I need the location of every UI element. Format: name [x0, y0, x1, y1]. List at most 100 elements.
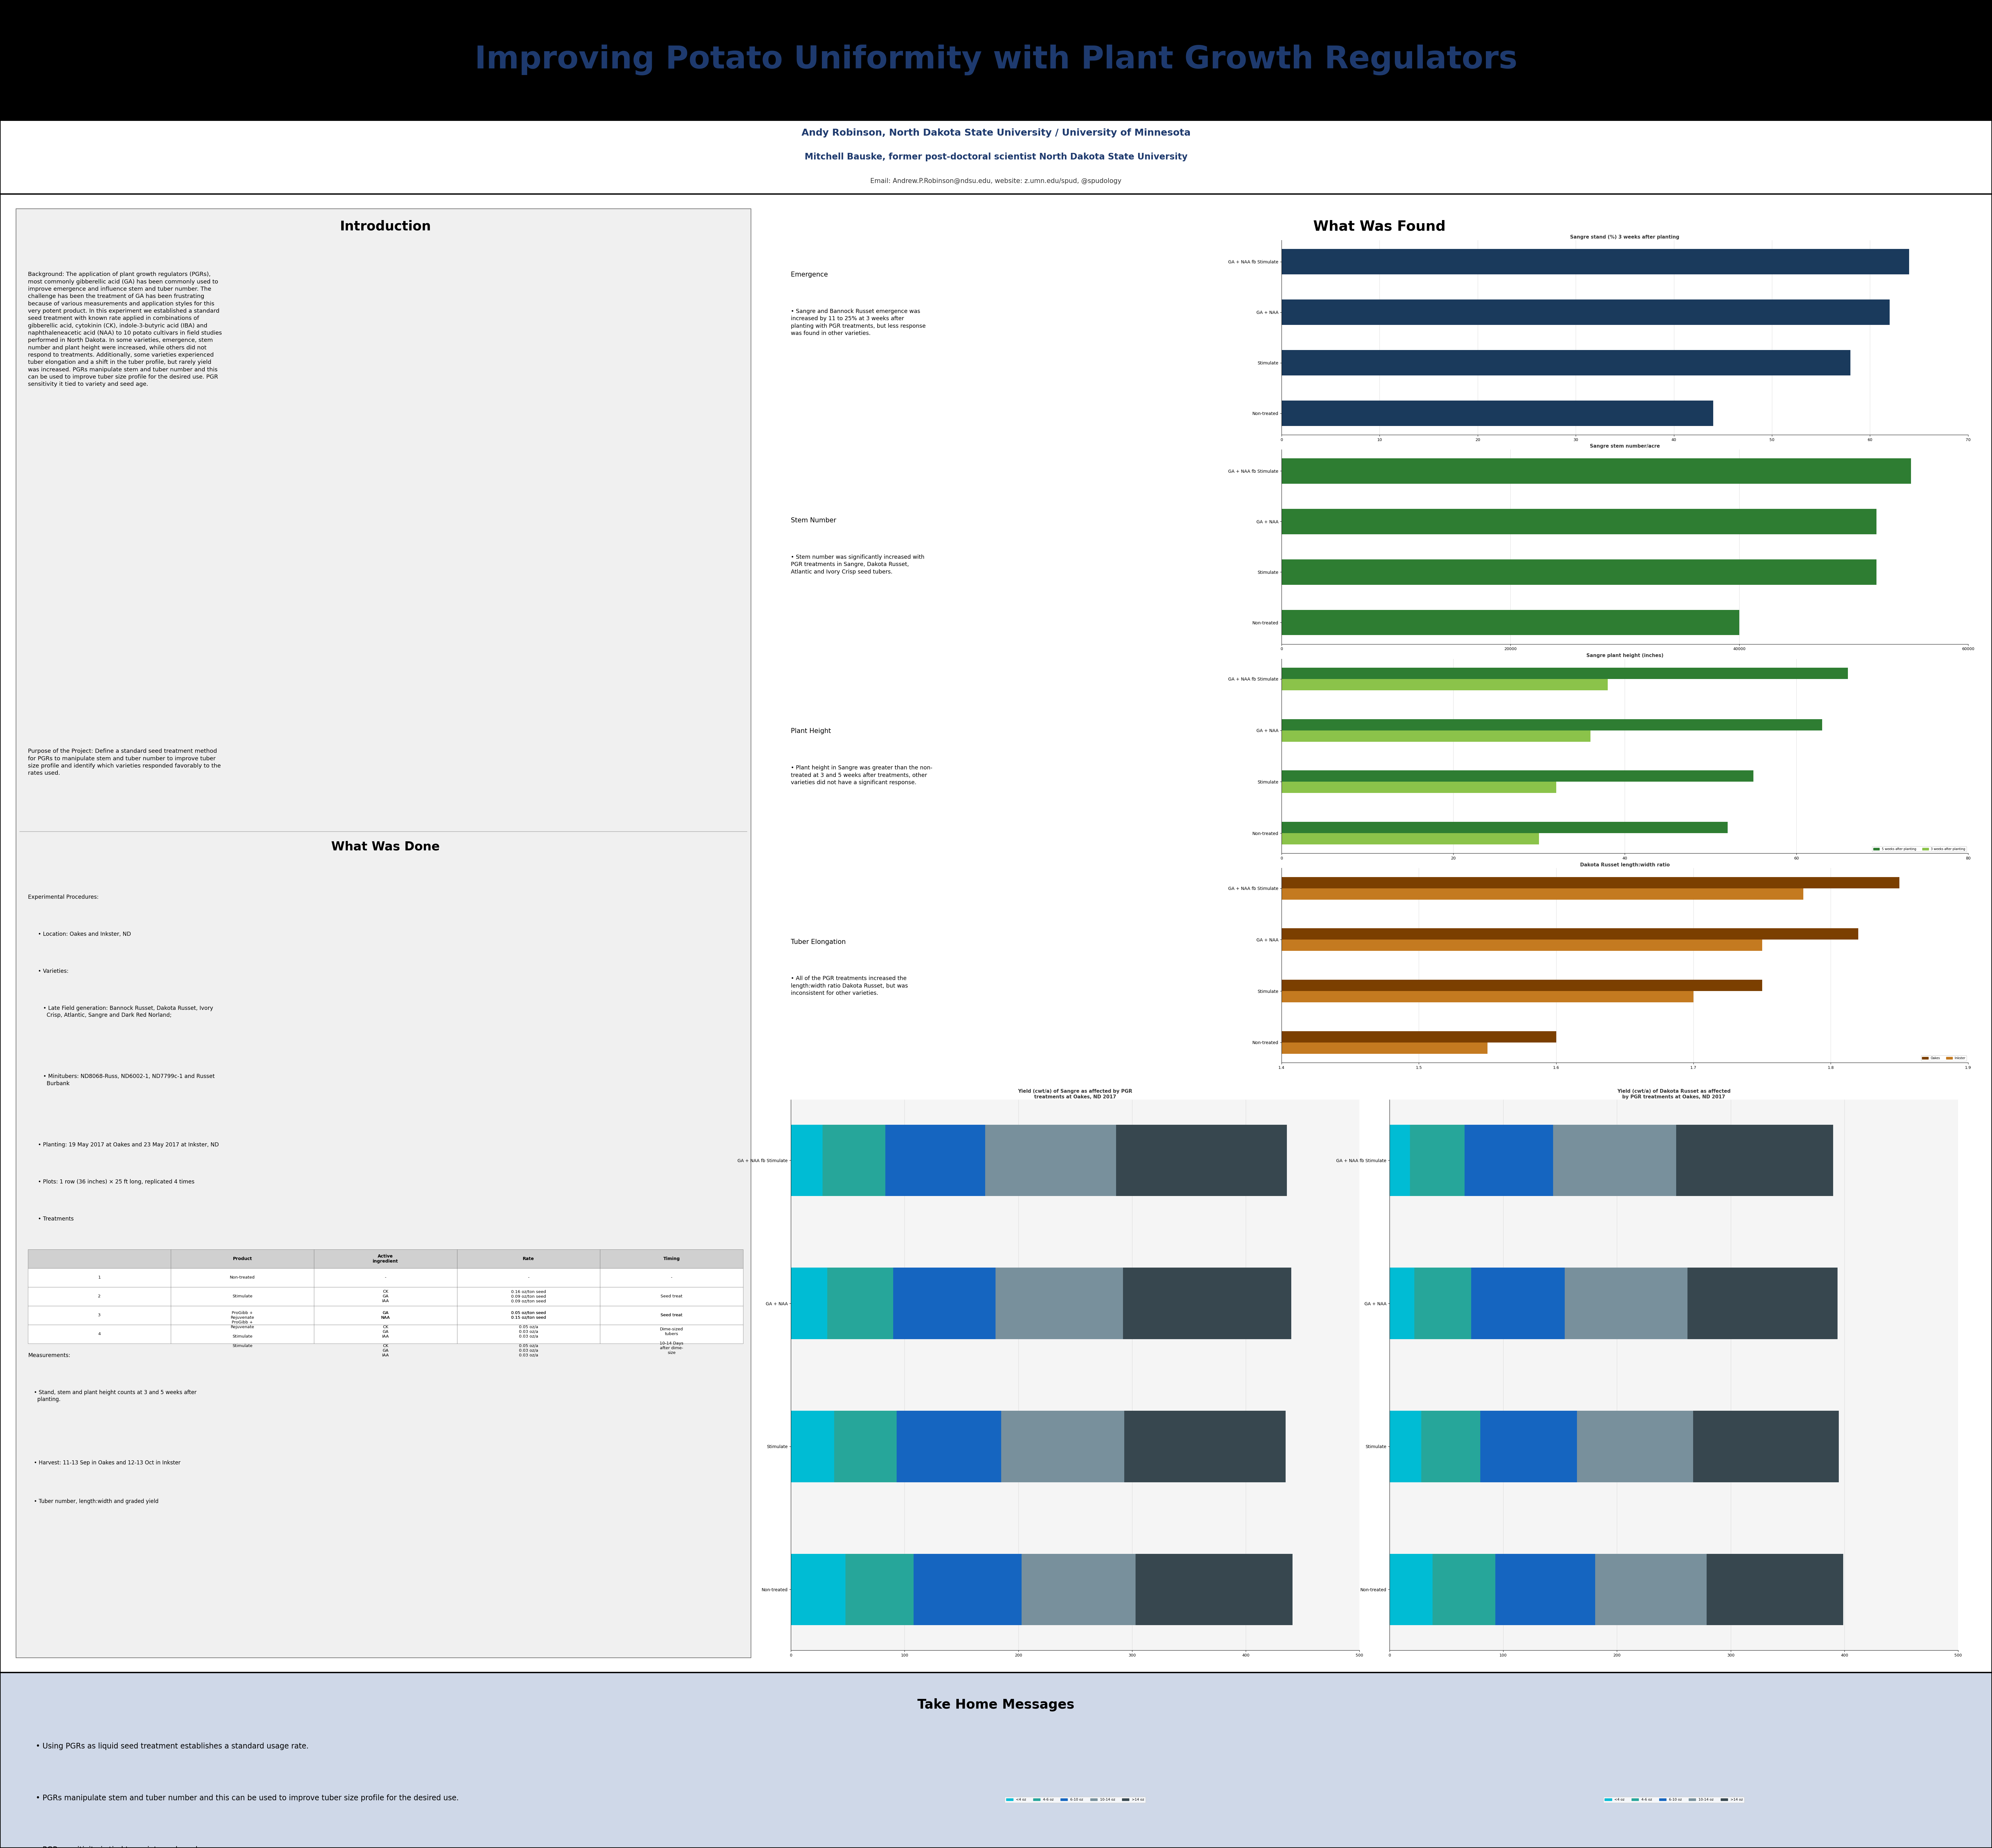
- Text: • Treatments: • Treatments: [38, 1216, 74, 1222]
- Text: Background: The application of plant growth regulators (PGRs),
most commonly gib: Background: The application of plant gro…: [28, 272, 221, 386]
- Bar: [1410, 1125, 1464, 1196]
- Bar: [791, 1554, 845, 1624]
- Bar: [0, 1031, 1556, 1042]
- Bar: [1414, 1268, 1472, 1340]
- Bar: [0, 1042, 1488, 1053]
- Text: Yield: Yield: [791, 1149, 807, 1155]
- Bar: [1002, 1410, 1123, 1482]
- Legend: 5 weeks after planting, 3 weeks after planting: 5 weeks after planting, 3 weeks after pl…: [1872, 846, 1966, 852]
- Text: Plant Height: Plant Height: [791, 728, 831, 734]
- Text: • Stand, stem and plant height counts at 3 and 5 weeks after
  planting.: • Stand, stem and plant height counts at…: [34, 1390, 197, 1403]
- Bar: [1281, 299, 1890, 325]
- Bar: [827, 1268, 892, 1340]
- Text: • Sangre and Bannock Russet emergence was
increased by 11 to 25% at 3 weeks afte: • Sangre and Bannock Russet emergence wa…: [791, 309, 926, 336]
- Text: • Location: Oakes and Inkster, ND: • Location: Oakes and Inkster, ND: [38, 931, 131, 937]
- Bar: [0, 979, 1763, 991]
- Text: What Was Done: What Was Done: [331, 841, 440, 852]
- Bar: [1693, 1410, 1839, 1482]
- Bar: [845, 1554, 914, 1624]
- Bar: [1687, 1268, 1837, 1340]
- Text: • Harvest: 11-13 Sep in Oakes and 12-13 Oct in Inkster: • Harvest: 11-13 Sep in Oakes and 12-13 …: [34, 1460, 181, 1465]
- Bar: [1564, 1268, 1687, 1340]
- Bar: [892, 1268, 996, 1340]
- Bar: [896, 1410, 1002, 1482]
- Bar: [1480, 1410, 1578, 1482]
- Text: What Was Found: What Was Found: [1313, 220, 1446, 233]
- Bar: [1281, 401, 1713, 425]
- Title: Dakota Russet length:width ratio: Dakota Russet length:width ratio: [1580, 863, 1669, 867]
- Bar: [996, 1268, 1123, 1340]
- Bar: [1123, 1268, 1291, 1340]
- Title: Sangre stem number/acre: Sangre stem number/acre: [1590, 444, 1659, 449]
- Bar: [823, 1125, 884, 1196]
- Bar: [1432, 1554, 1496, 1624]
- Text: Email: Andrew.P.Robinson@ndsu.edu, website: z.umn.edu/spud, @spudology: Email: Andrew.P.Robinson@ndsu.edu, websi…: [871, 177, 1121, 185]
- Bar: [1116, 1125, 1287, 1196]
- Bar: [1390, 1268, 1414, 1340]
- Bar: [1707, 1554, 1843, 1624]
- Bar: [1420, 1410, 1480, 1482]
- Bar: [884, 1125, 986, 1196]
- Text: • Plant height in Sangre was greater than the non-
treated at 3 and 5 weeks afte: • Plant height in Sangre was greater tha…: [791, 765, 932, 785]
- Text: Introduction: Introduction: [341, 220, 430, 233]
- Bar: [1390, 1410, 1420, 1482]
- Bar: [791, 1410, 835, 1482]
- Legend: Oakes, Inkster: Oakes, Inkster: [1920, 1055, 1966, 1061]
- Text: Improving Potato Uniformity with Plant Growth Regulators: Improving Potato Uniformity with Plant G…: [474, 44, 1518, 76]
- Bar: [1675, 1125, 1833, 1196]
- Text: Tuber Elongation: Tuber Elongation: [791, 939, 847, 944]
- Legend: <4 oz, 4-6 oz, 6-10 oz, 10-14 oz, >14 oz: <4 oz, 4-6 oz, 6-10 oz, 10-14 oz, >14 oz: [1604, 1796, 1745, 1802]
- Bar: [1281, 458, 1910, 484]
- Bar: [986, 1125, 1116, 1196]
- Text: Purpose of the Project: Define a standard seed treatment method
for PGRs to mani: Purpose of the Project: Define a standar…: [28, 748, 221, 776]
- Bar: [1281, 349, 1851, 375]
- Bar: [1390, 1554, 1432, 1624]
- FancyBboxPatch shape: [0, 120, 1992, 194]
- Bar: [0, 878, 1900, 889]
- Text: • Varieties:: • Varieties:: [38, 968, 68, 974]
- Bar: [835, 1410, 896, 1482]
- Text: • Tuber number, length:width and graded yield: • Tuber number, length:width and graded …: [34, 1499, 159, 1504]
- Bar: [1390, 1125, 1410, 1196]
- FancyBboxPatch shape: [0, 194, 1992, 1672]
- Bar: [0, 889, 1803, 900]
- Bar: [1022, 1554, 1135, 1624]
- Bar: [791, 1125, 823, 1196]
- Bar: [1554, 1125, 1675, 1196]
- FancyBboxPatch shape: [0, 1672, 1992, 1848]
- Title: Sangre plant height (inches): Sangre plant height (inches): [1586, 654, 1663, 658]
- Text: • Minitubers: ND8068-Russ, ND6002-1, ND7799c-1 and Russet
     Burbank: • Minitubers: ND8068-Russ, ND6002-1, ND7…: [38, 1074, 215, 1087]
- Text: • Total yield was not changed in most cases, but
size profile was altered in San: • Total yield was not changed in most ca…: [791, 1186, 928, 1214]
- Text: • All of the PGR treatments increased the
length:width ratio Dakota Russet, but : • All of the PGR treatments increased th…: [791, 976, 908, 996]
- Text: Mitchell Bauske, former post-doctoral scientist North Dakota State University: Mitchell Bauske, former post-doctoral sc…: [805, 153, 1187, 161]
- Bar: [0, 991, 1693, 1002]
- Legend: <4 oz, 4-6 oz, 6-10 oz, 10-14 oz, >14 oz: <4 oz, 4-6 oz, 6-10 oz, 10-14 oz, >14 oz: [1004, 1796, 1145, 1802]
- Text: Emergence: Emergence: [791, 272, 829, 277]
- Bar: [1496, 1554, 1596, 1624]
- Bar: [0, 928, 1859, 939]
- Bar: [0, 939, 1763, 952]
- Text: • Using PGRs as liquid seed treatment establishes a standard usage rate.: • Using PGRs as liquid seed treatment es…: [36, 1743, 309, 1750]
- Bar: [1123, 1410, 1285, 1482]
- Bar: [1281, 822, 1727, 833]
- Bar: [1281, 678, 1608, 691]
- Text: Andy Robinson, North Dakota State University / University of Minnesota: Andy Robinson, North Dakota State Univer…: [801, 129, 1191, 137]
- FancyBboxPatch shape: [16, 209, 751, 1658]
- Bar: [1472, 1268, 1564, 1340]
- Text: Measurements:: Measurements:: [28, 1353, 70, 1358]
- Text: • Plots: 1 row (36 inches) × 25 ft long, replicated 4 times: • Plots: 1 row (36 inches) × 25 ft long,…: [38, 1179, 195, 1185]
- Text: Stem Number: Stem Number: [791, 517, 837, 523]
- Bar: [1281, 730, 1590, 741]
- FancyBboxPatch shape: [0, 0, 1992, 120]
- Bar: [1281, 249, 1908, 274]
- Bar: [1596, 1554, 1707, 1624]
- Bar: [791, 1268, 827, 1340]
- Bar: [1281, 560, 1876, 584]
- Bar: [1578, 1410, 1693, 1482]
- Bar: [1281, 508, 1876, 534]
- Bar: [1281, 771, 1753, 782]
- Text: • PGR sensitivity is tied to variety and seed age.: • PGR sensitivity is tied to variety and…: [36, 1846, 215, 1848]
- Title: Yield (cwt/a) of Sangre as affected by PGR
treatments at Oakes, ND 2017: Yield (cwt/a) of Sangre as affected by P…: [1018, 1088, 1131, 1100]
- Bar: [1281, 782, 1556, 793]
- Text: • PGRs manipulate stem and tuber number and this can be used to improve tuber si: • PGRs manipulate stem and tuber number …: [36, 1794, 458, 1802]
